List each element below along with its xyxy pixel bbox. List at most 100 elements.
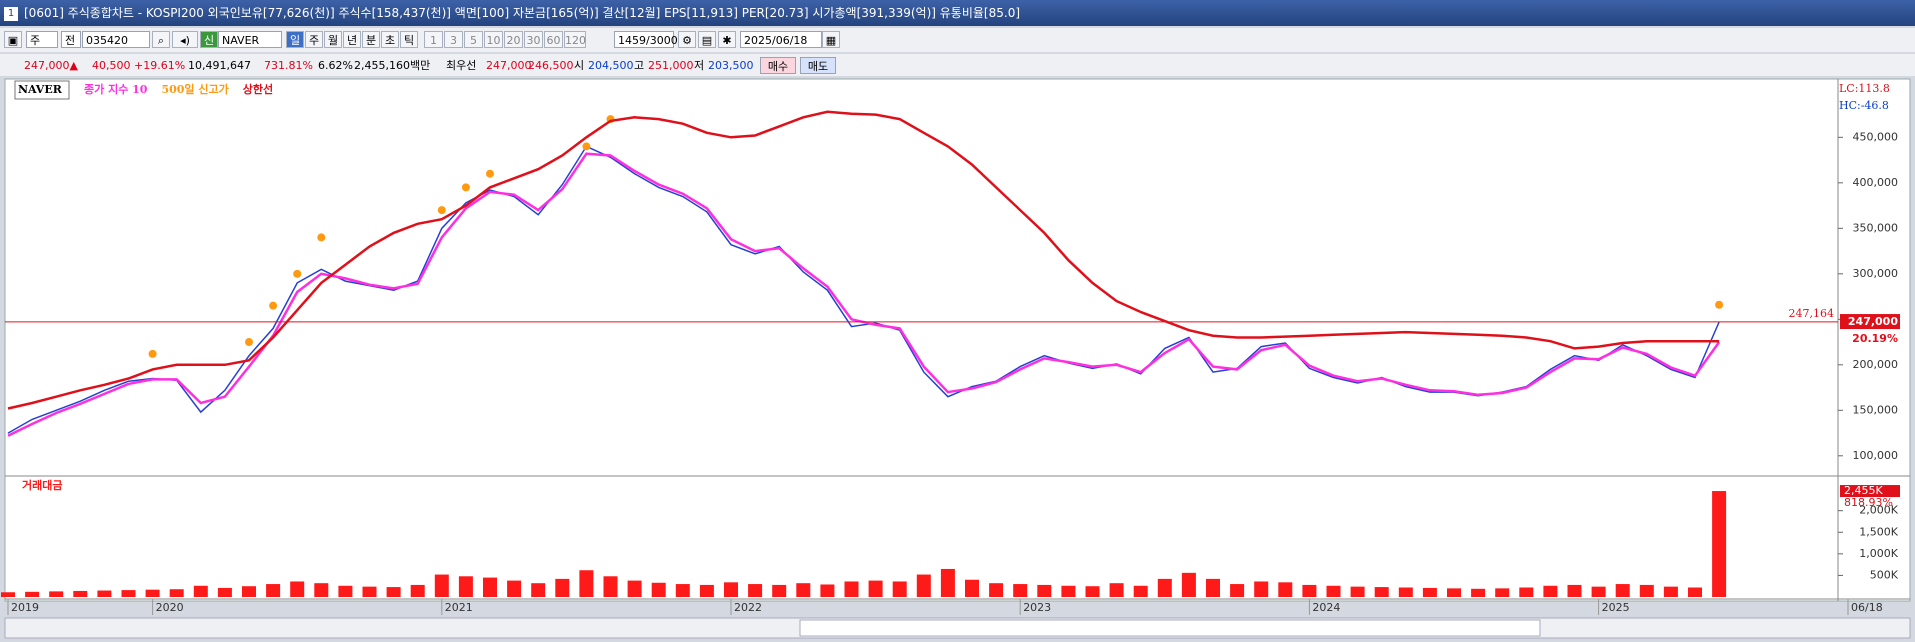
volume-bar [627,580,642,597]
last-volume-label: 2,455K [1844,484,1883,497]
legend-entry: 거래대금 [22,478,62,492]
x-tick-label: 2025 [1602,601,1630,614]
volume-bar [748,584,763,597]
last-volume-box [1840,485,1900,498]
x-tick-label: 2022 [734,601,762,614]
open-label: 시 [574,59,585,72]
y-tick-label: 2,000K [1859,504,1898,517]
period-button[interactable]: 일 [286,31,304,48]
best-ask: 247,000 [486,59,532,72]
legend-entry: 종가 지수 10 [84,82,148,96]
mode-select[interactable]: 주 [26,31,58,48]
config-button[interactable]: ✱ [718,31,736,48]
y-tick-label: 1,000K [1859,547,1898,560]
settings-button[interactable]: ⚙ [678,31,696,48]
period-button[interactable]: 월 [324,31,342,48]
volume-bar [1133,585,1148,597]
volume-bar [266,584,281,597]
volume-bar [1471,588,1486,597]
print-button[interactable]: ▤ [698,31,716,48]
volume-bar [772,584,787,597]
legend-entry: NAVER [18,83,63,96]
calendar-button[interactable]: ▦ [822,31,840,48]
sell-button[interactable]: 매도 [800,57,836,74]
volume-bar [483,577,497,597]
legend-entry: 500일 신고가 [161,82,228,96]
volume-bar [651,582,666,597]
count-input[interactable]: 1459/3000 [614,31,678,48]
volume-bar [916,574,931,597]
volume-bar [1543,585,1558,597]
x-tick-label: 2021 [445,601,473,614]
interval-button[interactable]: 30 [524,31,543,48]
interval-button[interactable]: 20 [504,31,523,48]
menu-button[interactable]: ▣ [4,31,22,48]
type-select[interactable]: 전 [61,31,81,48]
y-tick-label: 500K [1870,568,1899,581]
interval-button[interactable]: 10 [484,31,503,48]
volume-bar [892,581,907,597]
interval-button[interactable]: 120 [564,31,586,48]
period-button[interactable]: 틱 [400,31,418,48]
volume-bar [1447,588,1461,597]
volume-bar [1109,583,1124,597]
volume-bar [1230,584,1245,597]
volume-bar [1157,578,1172,597]
last-price-box [1840,314,1900,330]
interval-button[interactable]: 5 [464,31,483,48]
volume-bar [217,587,232,597]
volume-bar [844,581,859,597]
date-input[interactable]: 2025/06/18 [740,31,822,48]
interval-button[interactable]: 3 [444,31,463,48]
volume-bar [1639,584,1654,597]
volume-bar [1326,585,1341,597]
x-tick-label: 2019 [11,601,39,614]
volume-bar [1037,584,1052,597]
y-tick-label: 1,500K [1859,525,1898,538]
last-volume-pct: 818.93% [1844,496,1893,509]
y-tick-label: 300,000 [1853,267,1899,280]
volume-bar [796,583,811,597]
new-high-dot [317,233,326,242]
name-input[interactable]: NAVER [218,31,282,48]
change-pct: +19.61% [134,59,186,72]
period-button[interactable]: 주 [305,31,323,48]
legend-entry: 상한선 [243,82,273,96]
scroll-thumb[interactable] [799,619,1541,637]
new-high-dot [148,349,157,358]
code-input[interactable]: 035420 [82,31,150,48]
volume-bar [1013,584,1028,597]
new-high-dot [486,169,494,178]
volume-bar [675,584,690,597]
volume-bar [699,584,714,597]
y-tick-label: 200,000 [1853,358,1899,371]
interval-button[interactable]: 1 [424,31,443,48]
x-tick-label: 2023 [1023,601,1051,614]
search-button[interactable]: ⌕ [152,31,170,48]
volume-bar [169,589,184,597]
change: 40,500 [92,59,131,72]
sound-button[interactable]: ◂) [172,31,198,48]
series-line [7,145,1720,434]
level-label: 247,164 [1789,307,1835,320]
new-high-dot [582,142,591,151]
x-tick-label: 2020 [156,601,184,614]
period-button[interactable]: 분 [362,31,380,48]
volume-bar [121,590,136,597]
plot-frame [4,78,1911,602]
period-button[interactable]: 초 [381,31,399,48]
window-number: 1 [4,6,18,21]
volume-bar [1374,587,1389,597]
volume-bar [73,590,88,597]
x-tick-label: 2024 [1312,601,1340,614]
volume-bar [1061,585,1076,597]
buy-button[interactable]: 매수 [760,57,796,74]
volume-bar [531,583,546,597]
x-tick-label: 06/18 [1851,601,1883,614]
volume-bar [97,590,112,597]
interval-button[interactable]: 60 [544,31,563,48]
volume-bar [965,579,979,597]
period-button[interactable]: 년 [343,31,361,48]
series-line [7,110,1720,410]
volume-bar [579,570,594,597]
